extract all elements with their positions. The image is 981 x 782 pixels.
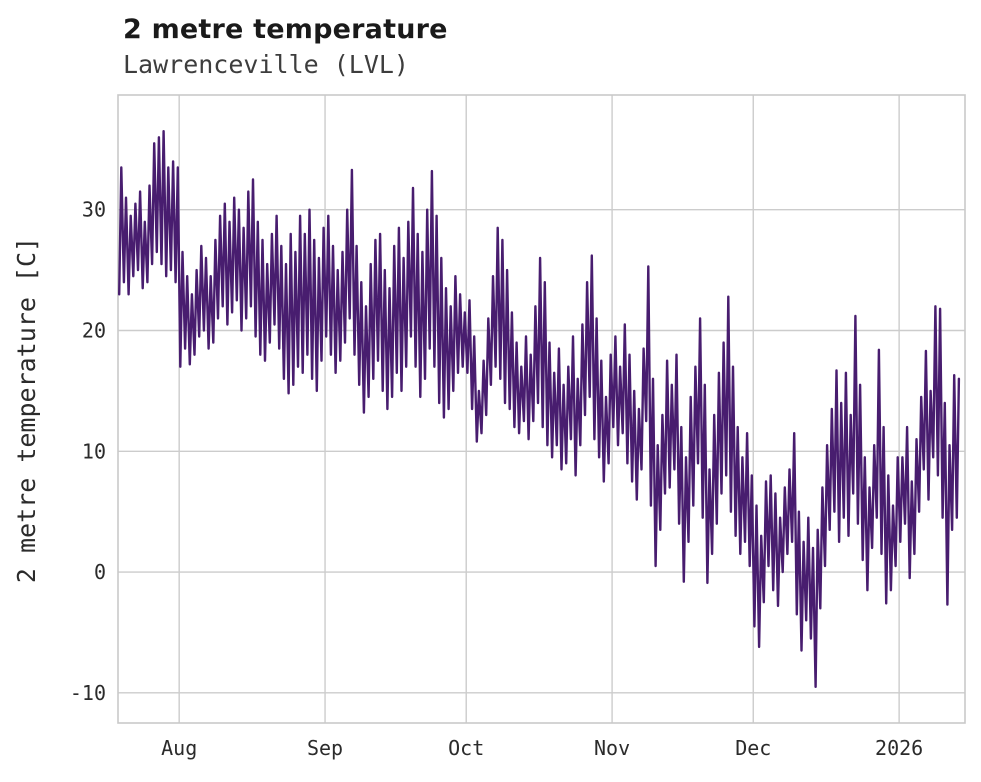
plot-border bbox=[117, 94, 966, 724]
x-tick-label: Dec bbox=[735, 736, 771, 760]
x-tick-label: Nov bbox=[594, 736, 630, 760]
y-tick-label: 10 bbox=[82, 439, 106, 463]
y-tick-label: -10 bbox=[70, 681, 106, 705]
chart-title: 2 metre temperature bbox=[123, 14, 448, 45]
y-tick-label: 20 bbox=[82, 319, 106, 343]
y-tick-label: 0 bbox=[94, 560, 106, 584]
x-tick-label: Aug bbox=[161, 736, 197, 760]
plot-area: -10 0 10 20 30 Aug Sep Oct Nov Dec 2026 bbox=[70, 94, 966, 760]
x-tick-label: 2026 bbox=[875, 736, 923, 760]
y-tick-label: 30 bbox=[82, 198, 106, 222]
temperature-line bbox=[118, 130, 961, 688]
chart-subtitle: Lawrenceville (LVL) bbox=[123, 50, 409, 79]
x-tick-label: Sep bbox=[307, 736, 343, 760]
x-tick-label: Oct bbox=[448, 736, 484, 760]
y-axis-label: 2 metre temperature [C] bbox=[12, 236, 41, 584]
